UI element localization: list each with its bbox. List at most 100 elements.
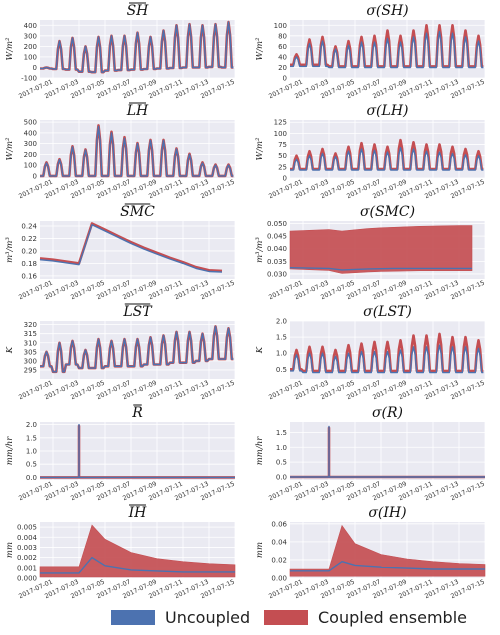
y-tick-label: 0.5 <box>276 459 287 467</box>
series-line <box>40 325 234 373</box>
y-tick-label: 0.003 <box>17 544 37 552</box>
series-uncoupled <box>40 325 234 373</box>
y-tick-label: 125 <box>274 119 287 127</box>
y-tick-label: 1.5 <box>26 434 37 442</box>
y-tick-label: 60 <box>278 43 287 51</box>
y-axis-label: m³/m³ <box>5 237 15 263</box>
y-axis-label: mm/hr <box>255 436 265 465</box>
ensemble-band <box>289 225 473 274</box>
y-tick-label: 0.002 <box>17 554 37 562</box>
y-tick-label: 0.045 <box>267 233 287 241</box>
panel-title: LH <box>126 103 149 119</box>
panel-r_mean: 2017-07-012017-07-032017-07-052017-07-07… <box>5 404 236 502</box>
y-tick-label: 100 <box>24 162 37 170</box>
y-tick-label: 295 <box>24 366 37 374</box>
y-tick-label: 2.0 <box>276 318 287 326</box>
y-tick-label: 300 <box>24 32 37 40</box>
y-tick-label: 0.22 <box>21 235 37 243</box>
y-tick-label: 0.24 <box>21 222 37 230</box>
series-coupled <box>290 332 484 373</box>
y-tick-label: 100 <box>24 53 37 61</box>
y-tick-label: 0.030 <box>267 270 287 278</box>
panel-title: σ(IH) <box>368 505 406 521</box>
series-uncoupled <box>290 425 485 478</box>
series-line <box>290 344 484 374</box>
panel-lst_std: 2017-07-012017-07-032017-07-052017-07-07… <box>255 304 486 401</box>
panel-title: IH <box>128 505 148 521</box>
series-uncoupled <box>40 423 235 479</box>
legend: Uncoupled Coupled ensemble <box>111 608 467 627</box>
y-tick-label: 0.040 <box>267 245 287 253</box>
panel-r_std: 2017-07-012017-07-032017-07-052017-07-07… <box>255 405 486 502</box>
y-axis-label: mm <box>5 542 15 558</box>
series-uncoupled <box>290 344 484 374</box>
series-coupled <box>39 222 223 273</box>
panel-smc_mean: 2017-07-012017-07-032017-07-052017-07-07… <box>5 203 236 301</box>
series-line <box>40 125 234 177</box>
panel-title: σ(SMC) <box>360 204 415 220</box>
y-axis-label: mm <box>255 542 265 558</box>
y-tick-label: 305 <box>24 348 37 356</box>
y-tick-label: 1.0 <box>276 350 287 358</box>
y-axis-label: K <box>255 346 265 354</box>
series-uncoupled <box>290 147 484 171</box>
series-line <box>290 425 485 478</box>
y-tick-label: 0.02 <box>271 556 287 564</box>
y-tick-label: 0.001 <box>17 564 37 572</box>
y-tick-label: -100 <box>21 75 37 83</box>
y-tick-label: 20 <box>278 64 287 72</box>
y-axis-label: W/m² <box>255 37 265 61</box>
panel-title: SMC <box>120 204 155 220</box>
y-axis-label: W/m² <box>5 37 15 61</box>
panel-lh_mean: 2017-07-012017-07-032017-07-052017-07-07… <box>5 102 236 200</box>
panel-smc_std: 2017-07-012017-07-032017-07-052017-07-07… <box>255 204 486 301</box>
y-tick-label: 0.20 <box>21 247 37 255</box>
series-line <box>39 224 223 273</box>
y-tick-label: 0.18 <box>21 260 37 268</box>
y-tick-label: 0.5 <box>276 366 287 374</box>
y-tick-label: 200 <box>24 151 37 159</box>
y-tick-label: 300 <box>24 357 37 365</box>
y-tick-label: 200 <box>24 43 37 51</box>
panel-title: SH <box>127 3 150 19</box>
y-tick-label: 0 <box>283 75 287 83</box>
y-tick-label: 310 <box>24 339 37 347</box>
y-tick-label: 0 <box>283 175 287 183</box>
panel-sh_mean: 2017-07-012017-07-032017-07-052017-07-07… <box>5 2 236 100</box>
y-tick-label: 1.5 <box>276 334 287 342</box>
panel-lst_mean: 2017-07-012017-07-032017-07-052017-07-07… <box>5 303 236 401</box>
y-tick-label: 0.16 <box>21 272 37 280</box>
series-coupled <box>290 24 484 68</box>
y-tick-label: 500 <box>24 119 37 127</box>
series-line <box>290 24 484 68</box>
series-line <box>289 267 472 271</box>
y-tick-label: 40 <box>278 53 287 61</box>
series-uncoupled <box>40 21 234 73</box>
panel-sh_std: 2017-07-012017-07-032017-07-052017-07-07… <box>255 3 486 100</box>
series-uncoupled <box>290 561 485 572</box>
y-tick-label: 320 <box>24 321 37 329</box>
y-tick-label: 75 <box>278 141 287 149</box>
y-axis-label: K <box>5 346 15 354</box>
series-line <box>290 138 484 171</box>
series-uncoupled <box>39 224 223 273</box>
y-tick-label: 1.0 <box>26 448 37 456</box>
y-tick-label: 315 <box>24 330 37 338</box>
y-tick-label: 0.00 <box>271 575 287 583</box>
legend-label-coupled: Coupled ensemble <box>318 608 467 627</box>
y-tick-label: 1.5 <box>276 429 287 437</box>
legend-label-uncoupled: Uncoupled <box>165 608 250 627</box>
legend-swatch-coupled <box>264 610 308 625</box>
series-uncoupled <box>40 556 235 574</box>
ensemble-band <box>39 524 236 578</box>
y-tick-label: 100 <box>274 130 287 138</box>
y-tick-label: 0 <box>33 64 37 72</box>
y-tick-label: 100 <box>274 22 287 30</box>
series-line <box>40 556 235 574</box>
y-tick-label: 400 <box>24 129 37 137</box>
y-tick-label: 0.035 <box>267 258 287 266</box>
y-tick-label: 400 <box>24 22 37 30</box>
y-axis-label: W/m² <box>5 137 15 161</box>
series-line <box>290 332 484 373</box>
